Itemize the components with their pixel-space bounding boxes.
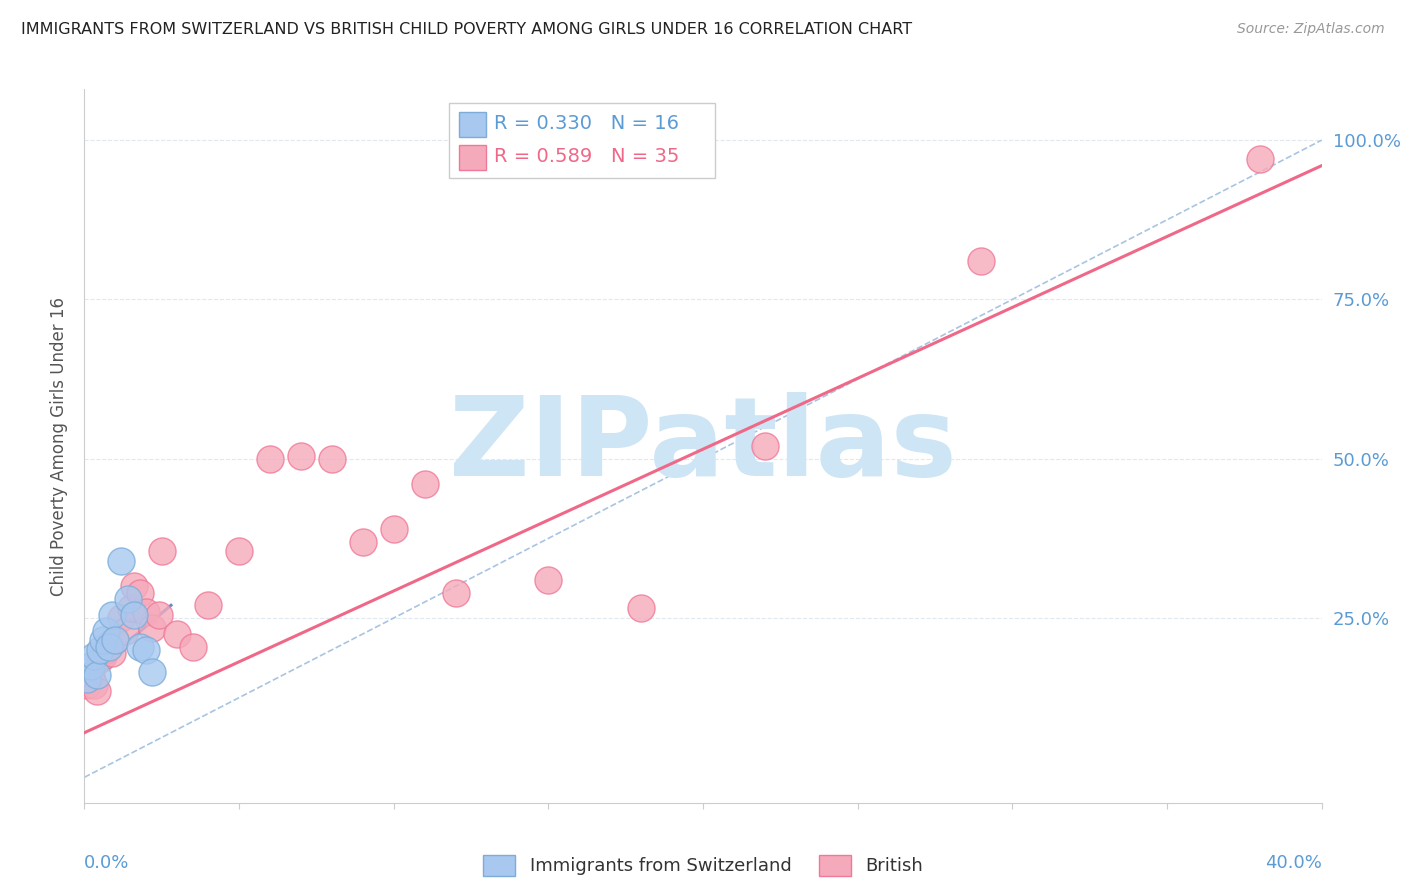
Point xyxy=(104,633,127,648)
Point xyxy=(181,640,204,654)
Point xyxy=(259,451,281,466)
Point xyxy=(129,640,152,654)
Point xyxy=(122,579,145,593)
FancyBboxPatch shape xyxy=(450,103,716,178)
Point xyxy=(141,665,163,680)
Point xyxy=(110,611,132,625)
Text: R = 0.589   N = 35: R = 0.589 N = 35 xyxy=(494,147,679,166)
Point xyxy=(754,439,776,453)
Point xyxy=(120,601,142,615)
Point xyxy=(413,477,436,491)
Text: R = 0.330   N = 16: R = 0.330 N = 16 xyxy=(494,114,679,133)
Bar xyxy=(460,145,486,169)
Text: ZIPatlas: ZIPatlas xyxy=(449,392,957,500)
Point xyxy=(83,678,105,692)
Point xyxy=(122,607,145,622)
Point xyxy=(228,544,250,558)
Point xyxy=(537,573,560,587)
Point xyxy=(94,624,117,638)
Point xyxy=(76,678,98,692)
Point xyxy=(104,633,127,648)
Text: Source: ZipAtlas.com: Source: ZipAtlas.com xyxy=(1237,22,1385,37)
Point xyxy=(117,591,139,606)
Point xyxy=(83,649,105,664)
Point xyxy=(98,640,121,654)
Y-axis label: Child Poverty Among Girls Under 16: Child Poverty Among Girls Under 16 xyxy=(49,296,67,596)
Point xyxy=(148,607,170,622)
Point xyxy=(166,627,188,641)
Point xyxy=(94,643,117,657)
Point xyxy=(98,636,121,650)
Text: 0.0%: 0.0% xyxy=(84,855,129,872)
Point xyxy=(197,599,219,613)
Point xyxy=(135,643,157,657)
Point xyxy=(135,605,157,619)
Point xyxy=(101,646,124,660)
Point xyxy=(352,534,374,549)
Bar xyxy=(460,112,486,137)
Point xyxy=(970,254,993,268)
Point xyxy=(79,668,101,682)
Point xyxy=(86,668,108,682)
Point xyxy=(630,601,652,615)
Point xyxy=(110,554,132,568)
Point xyxy=(86,684,108,698)
Point xyxy=(101,607,124,622)
Point xyxy=(382,522,405,536)
Point xyxy=(129,585,152,599)
Point xyxy=(290,449,312,463)
Point xyxy=(141,621,163,635)
Point xyxy=(89,643,111,657)
Point xyxy=(444,585,467,599)
Point xyxy=(89,652,111,666)
Point xyxy=(114,624,136,638)
Point xyxy=(76,672,98,686)
Point xyxy=(79,658,101,673)
Point xyxy=(321,451,343,466)
Legend: Immigrants from Switzerland, British: Immigrants from Switzerland, British xyxy=(482,855,924,876)
Point xyxy=(91,633,114,648)
Point xyxy=(1249,153,1271,167)
Point xyxy=(91,649,114,664)
Text: 40.0%: 40.0% xyxy=(1265,855,1322,872)
Text: IMMIGRANTS FROM SWITZERLAND VS BRITISH CHILD POVERTY AMONG GIRLS UNDER 16 CORREL: IMMIGRANTS FROM SWITZERLAND VS BRITISH C… xyxy=(21,22,912,37)
Point xyxy=(150,544,173,558)
